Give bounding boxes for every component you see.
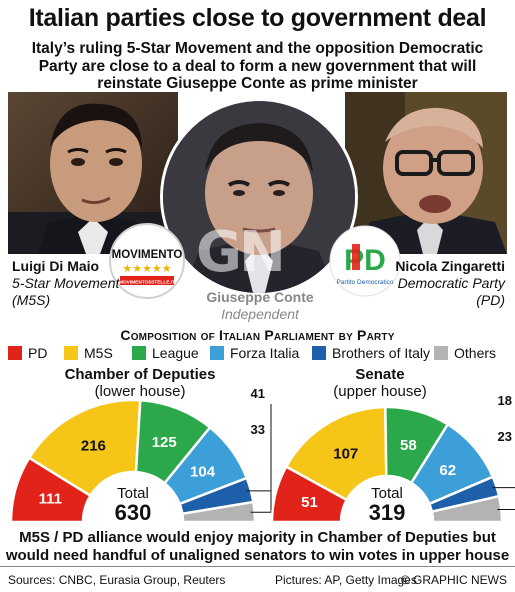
chart-value-label: 23 (498, 429, 512, 444)
chart-value-label: 107 (333, 445, 358, 462)
legend-label: PD (28, 345, 48, 361)
headline-subtitle: Italy’s ruling 5-Star Movement and the o… (31, 40, 484, 92)
caption-zingaretti: Nicola Zingaretti Democratic Party (PD) (395, 258, 505, 309)
chart-value-label: 58 (400, 437, 417, 454)
total-label: Total (371, 485, 403, 502)
caption-name: Nicola Zingaretti (395, 258, 505, 274)
chart-value-label: 104 (190, 463, 216, 480)
leader-line (250, 440, 272, 513)
chart-value-label: 33 (251, 422, 265, 437)
chart-segment-m5s (27, 398, 142, 498)
footer-pictures: Pictures: AP, Getty Images (275, 573, 417, 587)
legend: PD M5S League Forza Italia Brothers of I… (8, 344, 508, 362)
legend-swatch (434, 346, 448, 360)
svg-text:MOVIMENTO: MOVIMENTO (112, 249, 183, 261)
total-value: 319 (369, 500, 406, 525)
leader-line (246, 404, 272, 492)
chart-value-label: 62 (439, 462, 456, 479)
footer-credit: © GRAPHIC NEWS (400, 573, 507, 587)
legend-label: M5S (84, 345, 113, 361)
pd-logo: PD Partito Democratico (328, 224, 402, 298)
section-title: Composition of Italian Parliament by Par… (120, 327, 395, 343)
photo-conte (160, 98, 358, 296)
chart-value-label: 51 (301, 494, 318, 511)
summary-text: M5S / PD alliance would enjoy majority i… (5, 529, 510, 564)
chart-subtitle: (upper house) (333, 383, 427, 400)
leader-line (492, 487, 515, 489)
svg-text:Partito Democratico: Partito Democratico (336, 279, 393, 286)
caption-name: Luigi Di Maio (12, 258, 100, 274)
chart-segment-others (180, 500, 257, 524)
caption-party: Independent (221, 306, 299, 322)
chart-value-label: 125 (152, 434, 177, 451)
legend-swatch (312, 346, 326, 360)
caption-party: 5-Star Movement (M5S) (12, 275, 120, 308)
chart-value-label: 18 (498, 393, 512, 408)
chart-segment-others (430, 494, 504, 524)
total-value: 630 (115, 500, 152, 525)
legend-swatch (210, 346, 224, 360)
chart-value-label: 111 (39, 491, 62, 508)
total-label: Total (117, 485, 149, 502)
caption-di-maio: Luigi Di Maio 5-Star Movement (M5S) (12, 258, 122, 309)
m5s-logo: MOVIMENTO ★★★★★ MOVIMENTO5STELLE.IT (108, 222, 186, 300)
svg-text:PD: PD (344, 244, 386, 277)
watermark: GN (196, 220, 286, 285)
headline-title: Italian parties close to government deal (28, 4, 487, 32)
svg-text:★★★★★: ★★★★★ (122, 262, 171, 275)
footer-sources: Sources: CNBC, Eurasia Group, Reuters (8, 573, 226, 587)
legend-label: Brothers of Italy (332, 345, 431, 361)
caption-party: Democratic Party (PD) (397, 275, 505, 308)
chart-value-label: 216 (81, 438, 106, 455)
legend-swatch (64, 346, 78, 360)
chamber-title: Chamber of Deputies (lower house) (40, 366, 240, 400)
chart-subtitle: (lower house) (94, 383, 186, 400)
chart-segment-m5s (284, 405, 388, 502)
legend-label: Others (454, 345, 497, 361)
footer: Sources: CNBC, Eurasia Group, Reuters Pi… (0, 566, 515, 592)
svg-text:MOVIMENTO5STELLE.IT: MOVIMENTO5STELLE.IT (119, 280, 175, 286)
legend-swatch (8, 346, 22, 360)
legend-label: Forza Italia (230, 345, 300, 361)
chart-title: Senate (355, 366, 405, 383)
legend-label: League (152, 345, 199, 361)
caption-conte: Giuseppe Conte Independent (180, 289, 340, 323)
senate-title: Senate (upper house) (300, 366, 460, 400)
legend-swatch (132, 346, 146, 360)
chart-value-label: 41 (251, 386, 265, 401)
caption-name: Giuseppe Conte (206, 289, 314, 305)
chart-title: Chamber of Deputies (64, 366, 216, 383)
leader-line (497, 508, 515, 510)
